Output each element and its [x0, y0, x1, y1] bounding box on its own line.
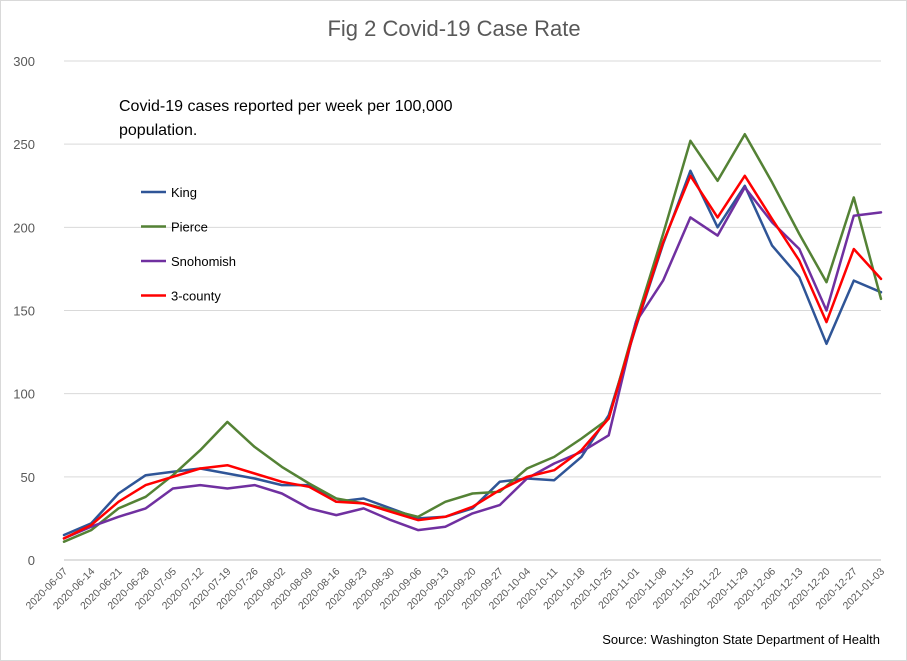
annotation: Covid-19 cases reported per week per 100…: [119, 98, 453, 139]
y-tick-label: 250: [13, 137, 35, 152]
series-lines: [62, 132, 883, 543]
gridlines: [64, 60, 881, 561]
y-tick-label: 50: [21, 470, 35, 485]
y-axis-ticks: 0 50 100 150 200 250 300: [13, 54, 35, 568]
legend-label: Pierce: [171, 220, 208, 235]
y-tick-label: 100: [13, 387, 35, 402]
y-tick-label: 0: [28, 553, 35, 568]
y-tick-label: 200: [13, 220, 35, 235]
legend-label: 3-county: [171, 289, 221, 304]
series-line-snohomish: [62, 186, 883, 540]
annotation-line-1: Covid-19 cases reported per week per 100…: [119, 98, 453, 115]
annotation-line-2: population.: [119, 122, 197, 139]
x-axis-ticks: 2020-06-072020-06-142020-06-212020-06-28…: [24, 566, 888, 613]
legend: King Pierce Snohomish 3-county: [141, 185, 236, 304]
source-note: Source: Washington State Department of H…: [602, 632, 880, 647]
y-tick-label: 150: [13, 304, 35, 319]
chart-title: Fig 2 Covid-19 Case Rate: [327, 16, 580, 41]
legend-label: Snohomish: [171, 254, 236, 269]
series-line-3-county: [62, 174, 883, 540]
y-tick-label: 300: [13, 54, 35, 69]
series-line-pierce: [62, 132, 883, 543]
legend-label: King: [171, 185, 197, 200]
